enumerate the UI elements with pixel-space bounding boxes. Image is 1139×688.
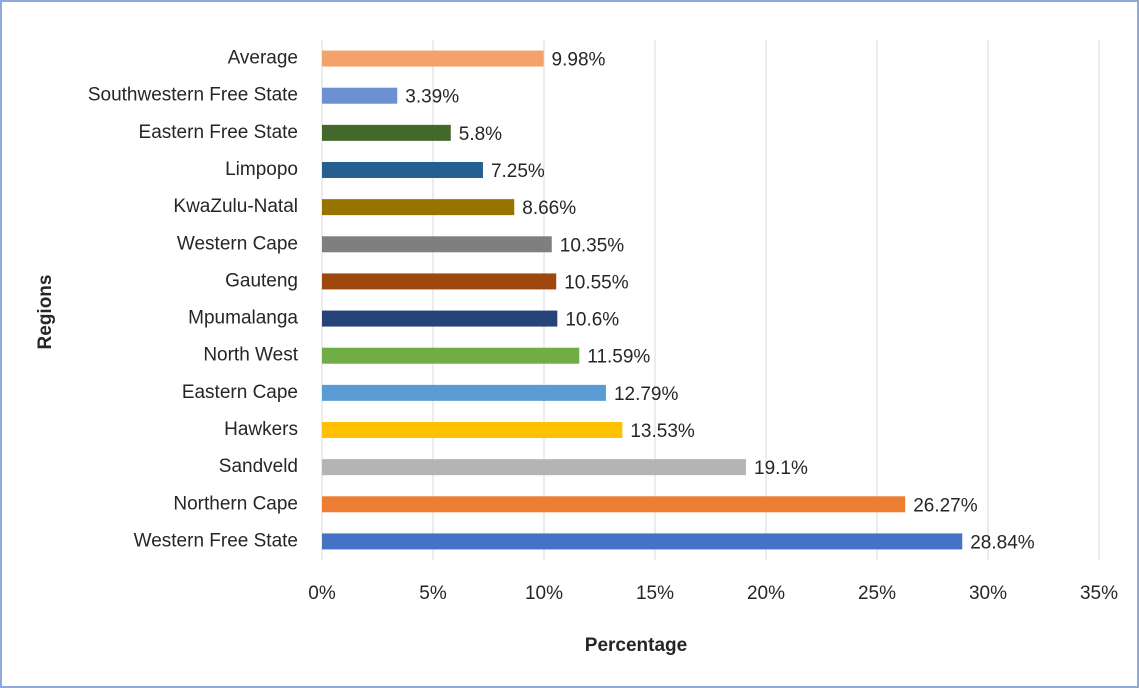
data-label: 11.59% [587, 347, 650, 368]
y-tick-label: Limpopo [225, 159, 298, 180]
bar [322, 273, 556, 289]
bar [322, 348, 579, 364]
y-tick-label: Eastern Cape [182, 382, 298, 403]
bar [322, 459, 746, 475]
chart: Percentage Regions 0% 5% 10% 15% 20% 25% 30% 35… [0, 0, 1139, 688]
x-tick-label: 35% [1080, 583, 1118, 604]
data-label: 26.27% [913, 495, 978, 516]
bar [322, 533, 962, 549]
y-axis-title: Regions [35, 275, 56, 350]
y-tick-label: Eastern Free State [139, 122, 298, 143]
data-label: 9.98% [552, 50, 606, 71]
bar [322, 311, 557, 327]
data-label: 12.79% [614, 384, 679, 405]
data-label: 5.8% [459, 124, 502, 145]
x-tick-label: 20% [747, 583, 785, 604]
data-label: 19.1% [754, 458, 808, 479]
y-tick-label: Sandveld [219, 456, 298, 477]
bar [322, 422, 622, 438]
bar [322, 51, 544, 67]
bar [322, 236, 552, 252]
y-tick-label: Southwestern Free State [88, 85, 298, 106]
y-tick-label: Gauteng [225, 270, 298, 291]
bar [322, 162, 483, 178]
y-tick-label: Mpumalanga [188, 308, 298, 329]
data-label: 13.53% [630, 421, 695, 442]
data-label: 8.66% [522, 198, 576, 219]
bar [322, 88, 397, 104]
y-tick-label: KwaZulu-Natal [173, 196, 298, 217]
data-label: 28.84% [970, 532, 1035, 553]
data-label: 10.55% [564, 272, 629, 293]
bar [322, 385, 606, 401]
data-label: 3.39% [405, 87, 459, 108]
bar [322, 496, 905, 512]
x-tick-label: 25% [858, 583, 896, 604]
y-tick-label: Western Free State [134, 530, 298, 551]
y-tick-label: Western Cape [177, 233, 298, 254]
x-axis-title: Percentage [585, 635, 687, 656]
data-label: 7.25% [491, 161, 545, 182]
data-label: 10.6% [565, 310, 619, 331]
y-tick-label: Northern Cape [173, 493, 298, 514]
y-tick-label: North West [203, 345, 298, 366]
x-tick-label: 30% [969, 583, 1007, 604]
x-tick-label: 15% [636, 583, 674, 604]
x-tick-label: 10% [525, 583, 563, 604]
bar [322, 199, 514, 215]
x-tick-label: 5% [419, 583, 447, 604]
data-label: 10.35% [560, 235, 625, 256]
y-tick-label: Hawkers [224, 419, 298, 440]
y-tick-label: Average [228, 48, 298, 69]
x-tick-label: 0% [308, 583, 336, 604]
bar [322, 125, 451, 141]
